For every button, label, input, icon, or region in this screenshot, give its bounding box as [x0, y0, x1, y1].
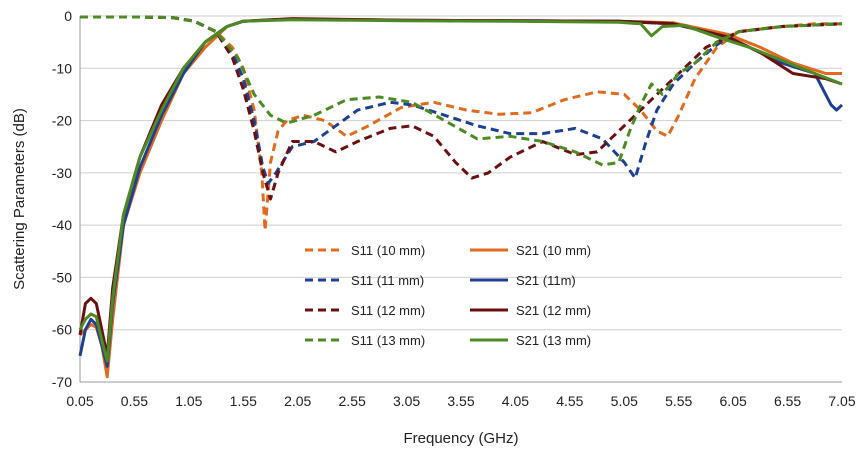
legend-label: S11 (10 mm) — [351, 243, 425, 258]
x-tick-label: 7.05 — [828, 393, 855, 409]
legend-label: S21 (10 mm) — [516, 243, 591, 258]
axes — [79, 16, 842, 383]
series-line-5 — [78, 17, 843, 358]
x-tick-label: 5.05 — [611, 393, 638, 409]
legend: S11 (10 mm) S21 (10 mm) S11 (11 mm) S21 (11… — [305, 243, 591, 348]
y-tick-label: -50 — [52, 269, 72, 285]
x-tick-label: 2.55 — [339, 393, 366, 409]
x-tick-label: 1.55 — [230, 393, 257, 409]
y-tick-label: -70 — [52, 374, 72, 390]
x-tick-label: 1.05 — [175, 393, 202, 409]
legend-label: S21 (13 mm) — [516, 333, 591, 348]
series-line-7 — [78, 18, 843, 363]
y-tick-label: -30 — [52, 165, 72, 181]
legend-label: S11 (12 mm) — [351, 303, 425, 318]
grid-lines — [80, 15, 842, 383]
x-tick-label: 0.05 — [66, 393, 93, 409]
x-axis-title: Frequency (GHz) — [403, 430, 518, 447]
y-axis-title: Scattering Parameters (dB) — [11, 108, 28, 290]
y-tick-label: -60 — [52, 322, 72, 338]
y-tick-label: -20 — [52, 113, 72, 129]
x-tick-label: 3.05 — [393, 393, 420, 409]
x-tick-label: 6.55 — [774, 393, 801, 409]
y-tick-label: 0 — [64, 8, 72, 24]
x-tick-label: 3.55 — [447, 393, 474, 409]
x-tick-label: 5.55 — [665, 393, 692, 409]
x-tick-label: 6.05 — [720, 393, 747, 409]
legend-label: S11 (11 mm) — [351, 273, 424, 288]
x-tick-label: 4.05 — [502, 393, 529, 409]
x-tick-label: 4.55 — [556, 393, 583, 409]
y-tick-label: -10 — [52, 60, 72, 76]
x-tick-label: 2.05 — [284, 393, 311, 409]
x-tick-label: 0.55 — [121, 393, 148, 409]
series-line-1 — [78, 17, 842, 379]
y-tick-label: -40 — [52, 217, 72, 233]
series-lines — [78, 15, 844, 379]
legend-label: S21 (12 mm) — [516, 303, 591, 318]
tick-labels: 0 -10 -20 -30 -40 -50 -60 -70 0.05 0.55 1.05 1.55 2.… — [52, 8, 856, 409]
legend-label: S11 (13 mm) — [351, 333, 425, 348]
legend-label: S21 (11m) — [516, 273, 576, 288]
series-line-2 — [80, 15, 843, 185]
series-line-3 — [78, 17, 844, 368]
series-line-0 — [80, 15, 842, 232]
